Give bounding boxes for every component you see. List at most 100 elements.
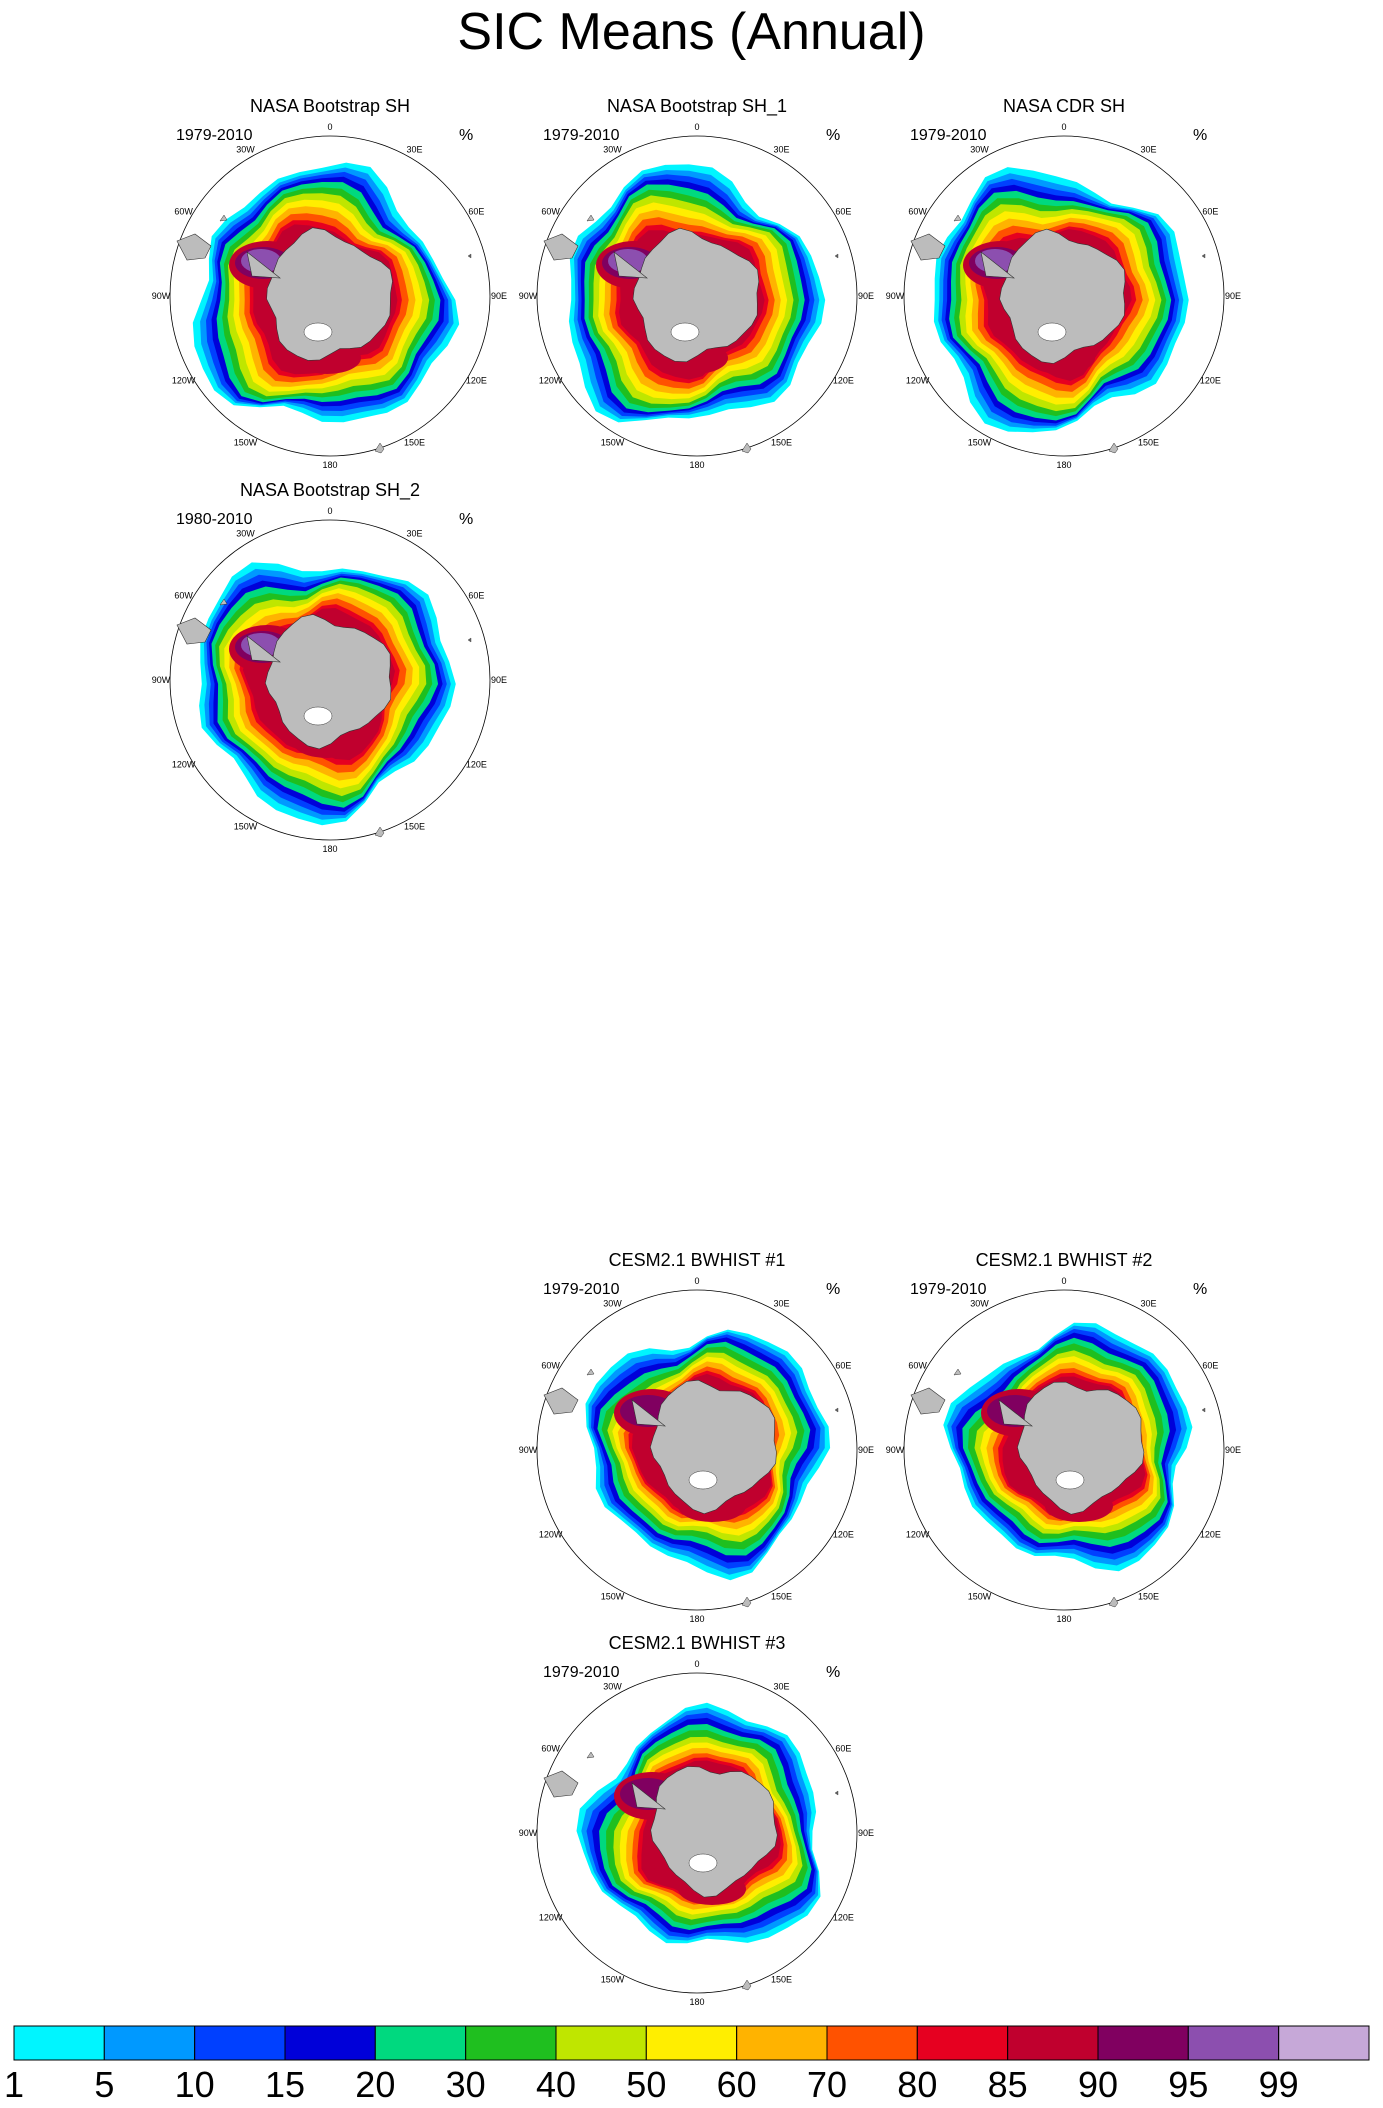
colorbar-swatch bbox=[13, 2025, 105, 2061]
polar-stereographic-map: 0 30E 60E 90E 120E 150E 180 150W 120W 90W 60W 30W bbox=[886, 1276, 1241, 1624]
colorbar-swatch bbox=[645, 2025, 738, 2061]
longitude-label: 180 bbox=[322, 460, 337, 470]
longitude-label: 60W bbox=[541, 1361, 560, 1371]
longitude-label: 30W bbox=[236, 145, 255, 155]
longitude-label: 0 bbox=[694, 122, 699, 132]
antarctic-peninsula bbox=[998, 1399, 1033, 1427]
ross-ice-shelf bbox=[688, 1470, 718, 1490]
island-landmass bbox=[586, 1368, 595, 1376]
longitude-label: 90W bbox=[152, 291, 171, 301]
panel-period: 1979-2010 bbox=[910, 1281, 987, 1298]
map-panel-cesm-bwhist-1: CESM2.1 BWHIST #1 1979-2010 % 0 30E 60E 90E… bbox=[519, 1250, 874, 1630]
longitude-label: 150W bbox=[234, 821, 258, 831]
longitude-label: 120E bbox=[1200, 376, 1221, 386]
longitude-label: 60E bbox=[468, 207, 484, 217]
south-america-landmass bbox=[176, 617, 212, 645]
longitude-label: 90W bbox=[886, 1445, 905, 1455]
island-landmass bbox=[834, 253, 839, 259]
longitude-label: 30E bbox=[773, 1299, 789, 1309]
antarctic-peninsula bbox=[613, 251, 648, 279]
longitude-label: 150W bbox=[234, 437, 258, 447]
map-panel-nasa-bootstrap-sh: NASA Bootstrap SH 1979-2010 % 0 30E 60E 90E… bbox=[152, 96, 507, 476]
longitude-label: 180 bbox=[689, 460, 704, 470]
longitude-label: 120W bbox=[539, 1530, 563, 1540]
panel-period: 1979-2010 bbox=[543, 1281, 620, 1298]
colorbar-swatch bbox=[1007, 2025, 1099, 2061]
colorbar-swatch bbox=[194, 2025, 286, 2061]
longitude-label: 180 bbox=[689, 1614, 704, 1624]
island-landmass bbox=[219, 598, 228, 606]
longitude-label: 60W bbox=[908, 207, 927, 217]
colorbar-tick-label: 15 bbox=[264, 2064, 306, 2105]
island-landmass bbox=[953, 214, 962, 222]
colorbar-tick-label: 10 bbox=[174, 2064, 215, 2105]
longitude-label: 60W bbox=[908, 1361, 927, 1371]
colorbar-swatch bbox=[103, 2025, 196, 2061]
longitude-label: 60E bbox=[468, 591, 484, 601]
colorbar-swatch bbox=[284, 2025, 376, 2061]
longitude-label: 180 bbox=[1056, 1614, 1071, 1624]
colorbar-swatch bbox=[826, 2025, 918, 2061]
colorbar-swatch bbox=[374, 2025, 467, 2061]
longitude-label: 60E bbox=[1202, 207, 1218, 217]
panel-period: 1980-2010 bbox=[176, 511, 253, 528]
longitude-label: 60W bbox=[174, 591, 193, 601]
colorbar-tick-label: 90 bbox=[1077, 2064, 1119, 2105]
colorbar-swatch bbox=[465, 2025, 557, 2061]
colorbar-tick-label: 20 bbox=[355, 2064, 396, 2105]
longitude-label: 120E bbox=[833, 1913, 854, 1923]
longitude-label: 150E bbox=[404, 821, 425, 831]
longitude-label: 150E bbox=[1138, 1591, 1159, 1601]
longitude-label: 30W bbox=[236, 529, 255, 539]
longitude-label: 30E bbox=[773, 1682, 789, 1692]
polar-stereographic-map: 0 30E 60E 90E 120E 150E 180 150W 120W 90W 60W 30W bbox=[886, 122, 1241, 470]
longitude-label: 30W bbox=[603, 145, 622, 155]
island-landmass bbox=[1201, 253, 1206, 259]
antarctic-peninsula bbox=[631, 1782, 666, 1810]
colorbar-tick-label: 70 bbox=[806, 2064, 848, 2105]
ross-ice-shelf bbox=[688, 1853, 718, 1873]
island-landmass bbox=[467, 253, 472, 259]
longitude-label: 150W bbox=[968, 437, 992, 447]
island-landmass bbox=[741, 442, 752, 454]
longitude-label: 90W bbox=[519, 1828, 538, 1838]
longitude-label: 0 bbox=[327, 506, 332, 516]
island-landmass bbox=[834, 1790, 839, 1796]
island-landmass bbox=[741, 1596, 752, 1608]
longitude-label: 150W bbox=[601, 1974, 625, 1984]
longitude-label: 30W bbox=[970, 145, 989, 155]
colorbar-tick-label: 85 bbox=[987, 2064, 1028, 2105]
longitude-label: 30E bbox=[406, 145, 422, 155]
panel-units: % bbox=[826, 1664, 841, 1681]
south-america-landmass bbox=[176, 233, 212, 261]
colorbar-tick-label: 5 bbox=[94, 2064, 115, 2105]
longitude-label: 150E bbox=[771, 437, 792, 447]
ross-ice-shelf bbox=[1055, 1470, 1085, 1490]
island-landmass bbox=[953, 1368, 962, 1376]
longitude-label: 120W bbox=[172, 376, 196, 386]
longitude-label: 90E bbox=[1225, 291, 1241, 301]
longitude-label: 60E bbox=[835, 1361, 851, 1371]
south-america-landmass bbox=[543, 233, 579, 261]
antarctica-landmass bbox=[1017, 1381, 1145, 1515]
colorbar-tick-label: 95 bbox=[1168, 2064, 1209, 2105]
antarctica-landmass bbox=[266, 227, 393, 361]
longitude-label: 120E bbox=[833, 1530, 854, 1540]
longitude-label: 60E bbox=[835, 1744, 851, 1754]
longitude-label: 30E bbox=[1140, 1299, 1156, 1309]
antarctic-peninsula bbox=[980, 251, 1015, 279]
polar-stereographic-map: 0 30E 60E 90E 120E 150E 180 150W 120W 90W 60W 30W bbox=[152, 506, 507, 854]
colorbar-tick-label: 1 bbox=[3, 2064, 25, 2105]
south-america-landmass bbox=[910, 1387, 946, 1415]
longitude-label: 150E bbox=[771, 1591, 792, 1601]
longitude-label: 180 bbox=[1056, 460, 1071, 470]
polar-stereographic-map: 0 30E 60E 90E 120E 150E 180 150W 120W 90W 60W 30W bbox=[152, 122, 507, 470]
antarctic-peninsula bbox=[246, 635, 281, 663]
south-america-landmass bbox=[543, 1770, 579, 1798]
colorbar-tick-label: 30 bbox=[445, 2064, 486, 2105]
longitude-label: 120E bbox=[833, 376, 854, 386]
longitude-label: 120E bbox=[466, 376, 487, 386]
longitude-label: 60W bbox=[541, 1744, 560, 1754]
map-panel-cesm-bwhist-3: CESM2.1 BWHIST #3 1979-2010 % 0 30E 60E 90E… bbox=[519, 1633, 874, 2013]
longitude-label: 30E bbox=[773, 145, 789, 155]
